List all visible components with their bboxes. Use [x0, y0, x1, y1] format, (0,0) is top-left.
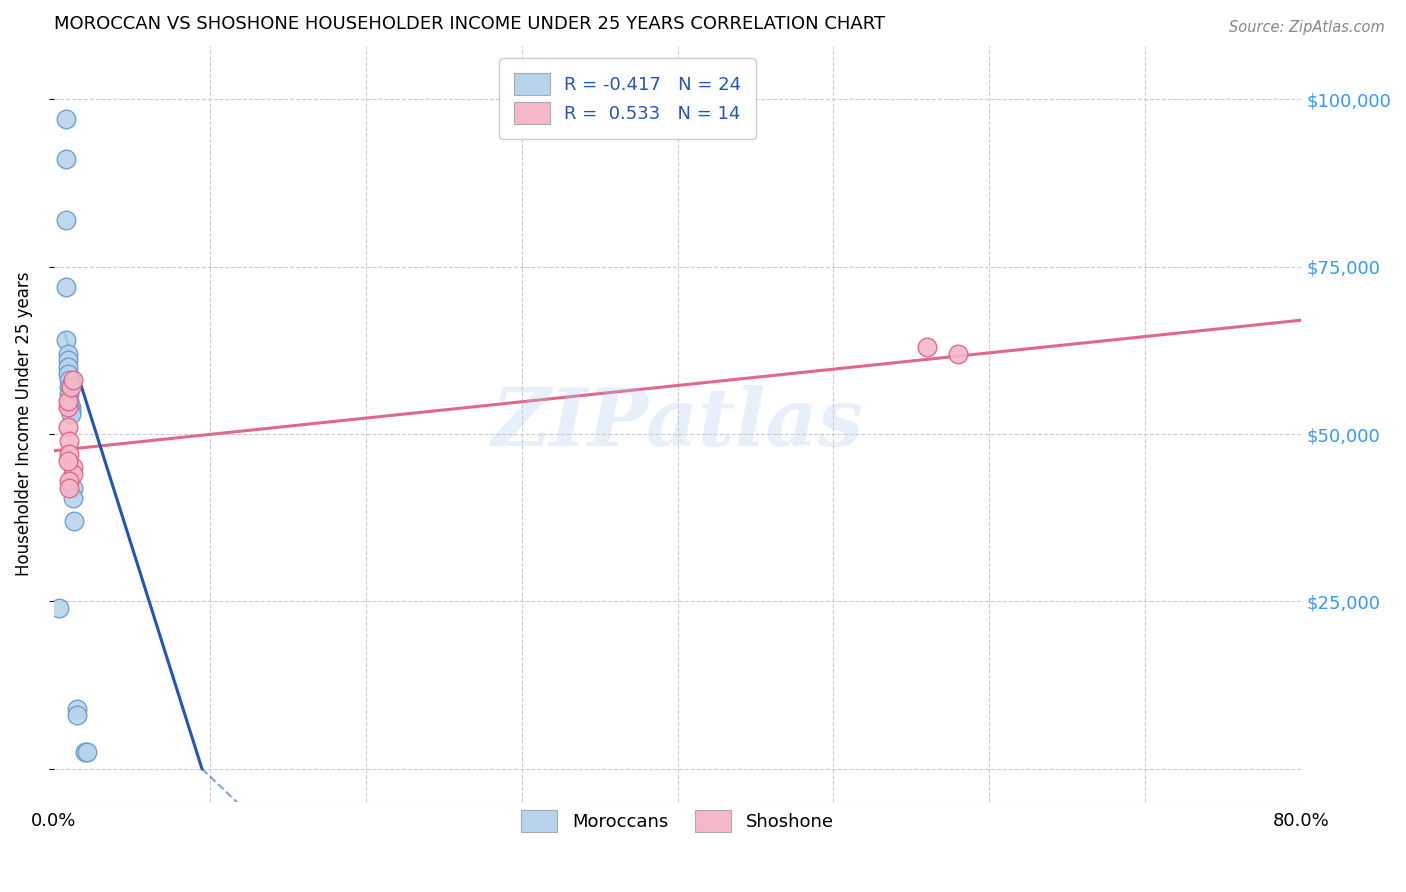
Point: [62, 374, 84, 388]
Y-axis label: Householder Income Under 25 years: Householder Income Under 25 years: [15, 272, 32, 576]
Point: [55, 112, 77, 127]
Text: Source: ZipAtlas.com: Source: ZipAtlas.com: [1229, 20, 1385, 35]
Point: [58, 474, 80, 488]
Point: [58, 481, 80, 495]
Point: [58, 374, 80, 388]
Point: [58, 434, 80, 448]
Point: [76, 745, 98, 759]
Point: [55, 212, 77, 227]
Point: [56, 346, 79, 360]
Point: [56, 367, 79, 381]
Point: [63, 514, 86, 528]
Point: [48, 601, 70, 615]
Point: [62, 491, 84, 505]
Point: [59, 380, 82, 394]
Point: [73, 745, 96, 759]
Point: [59, 407, 82, 421]
Point: [59, 401, 82, 415]
Text: ZIPatlas: ZIPatlas: [492, 385, 863, 463]
Point: [948, 346, 970, 360]
Point: [55, 279, 77, 293]
Point: [56, 420, 79, 434]
Point: [62, 460, 84, 475]
Point: [56, 393, 79, 408]
Point: [66, 708, 89, 723]
Legend: Moroccans, Shoshone: Moroccans, Shoshone: [508, 796, 848, 847]
Point: [56, 353, 79, 368]
Point: [58, 380, 80, 394]
Point: [56, 454, 79, 468]
Point: [62, 481, 84, 495]
Point: [58, 393, 80, 408]
Point: [55, 153, 77, 167]
Point: [56, 401, 79, 415]
Text: MOROCCAN VS SHOSHONE HOUSEHOLDER INCOME UNDER 25 YEARS CORRELATION CHART: MOROCCAN VS SHOSHONE HOUSEHOLDER INCOME …: [53, 15, 884, 33]
Point: [66, 701, 89, 715]
Point: [62, 467, 84, 482]
Point: [58, 447, 80, 461]
Point: [56, 359, 79, 374]
Point: [58, 387, 80, 401]
Point: [915, 340, 938, 354]
Point: [55, 333, 77, 347]
Point: [59, 403, 82, 417]
